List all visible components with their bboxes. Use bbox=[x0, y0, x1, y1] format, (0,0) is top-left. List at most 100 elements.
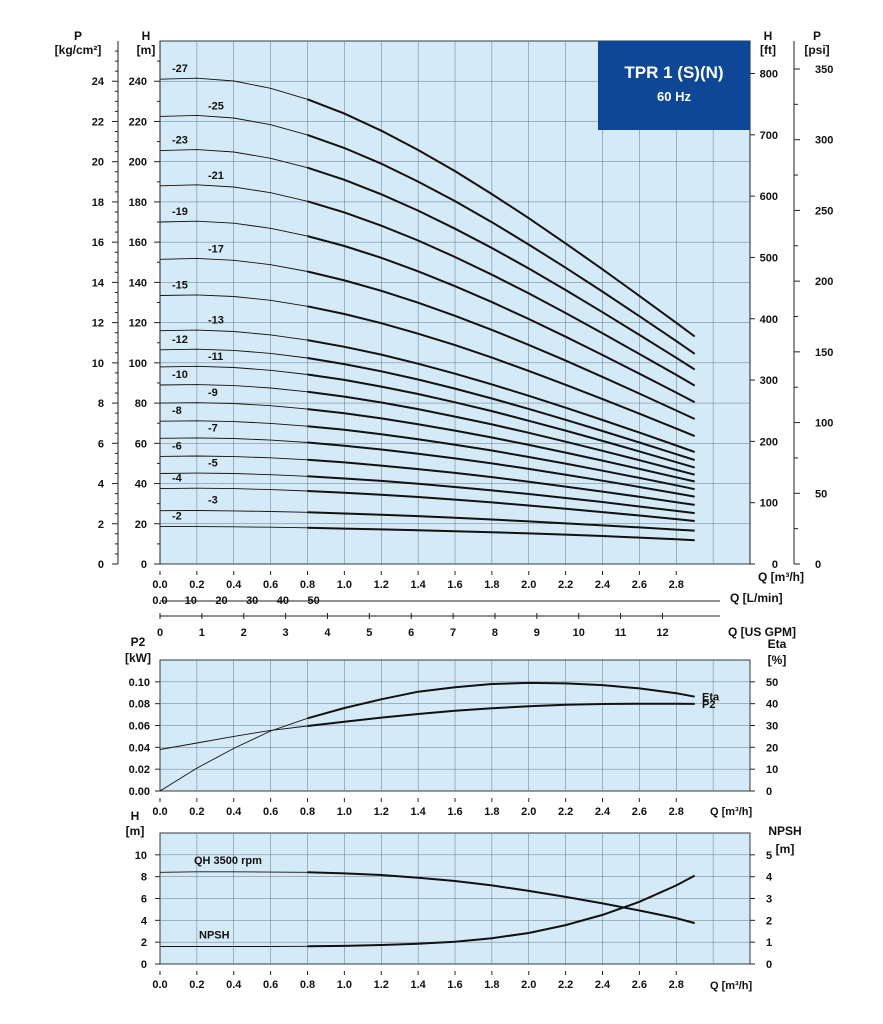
h-m-tick-label: 160 bbox=[129, 237, 147, 249]
h-ft-tick-label: 100 bbox=[760, 498, 778, 510]
head-curve-10-low-flow bbox=[159, 384, 308, 393]
curve-label-eta: Eta bbox=[702, 692, 720, 704]
npsh-h-tick-label: 0 bbox=[141, 959, 147, 971]
q-gpm-title: Q [US GPM] bbox=[728, 625, 796, 639]
head-curve-21 bbox=[159, 184, 696, 387]
q-lmin-tick-label: 40 bbox=[277, 595, 289, 607]
head-curve-7-low-flow bbox=[159, 437, 308, 443]
p2-unit: [kW] bbox=[125, 651, 151, 665]
p-kg-tick-label: 18 bbox=[92, 197, 104, 209]
npsh-axis: 0 1 2 3 4 5 bbox=[750, 850, 773, 971]
power-q-axis-label: 2.2 bbox=[558, 806, 573, 818]
head-curve-7 bbox=[159, 437, 695, 498]
p-kg-tick-label: 22 bbox=[92, 116, 104, 128]
curve-p2-low-flow bbox=[159, 725, 308, 750]
head-curve-label: -13 bbox=[208, 315, 224, 327]
p-psi-tick-label: 100 bbox=[815, 418, 833, 430]
npsh-h-tick-label: 8 bbox=[141, 872, 147, 884]
head-curve-19-low-flow bbox=[159, 220, 308, 237]
npsh-tick-label: 2 bbox=[766, 915, 772, 927]
curve-p2 bbox=[159, 702, 695, 750]
head-curve-19 bbox=[159, 220, 696, 404]
h-m-tick-label: 220 bbox=[129, 116, 147, 128]
npsh-tick-label: 1 bbox=[766, 937, 772, 949]
h-ft-tick-label: 700 bbox=[760, 130, 778, 142]
q-lmin-tick-label: 20 bbox=[215, 595, 227, 607]
head-curve-4-operating bbox=[307, 490, 695, 522]
eta-title: Eta bbox=[768, 637, 787, 651]
head-curve-25-operating bbox=[307, 133, 696, 355]
h-m-tick-label: 80 bbox=[135, 398, 147, 410]
head-curve-10 bbox=[159, 384, 695, 476]
title-box: TPR 1 (S)(N) 60 Hz bbox=[598, 41, 750, 130]
curve-npsh-operating bbox=[307, 874, 696, 948]
head-curve-25 bbox=[159, 114, 696, 355]
head-curve-12-low-flow bbox=[159, 348, 308, 359]
npsh-grid bbox=[160, 833, 750, 964]
h-ft-tick-label: 0 bbox=[772, 559, 778, 571]
h-ft-tick-label: 400 bbox=[760, 314, 778, 326]
head-curve-label: -3 bbox=[208, 495, 218, 507]
head-curve-21-low-flow bbox=[159, 184, 308, 202]
p-kg-tick-label: 16 bbox=[92, 237, 104, 249]
head-curve-8 bbox=[159, 420, 695, 491]
p-psi-tick-label: 150 bbox=[815, 347, 833, 359]
head-curve-4 bbox=[159, 487, 695, 522]
eta-tick-label: 40 bbox=[766, 699, 778, 711]
head-curve-27-low-flow bbox=[159, 77, 308, 100]
q-gpm-tick-label: 8 bbox=[492, 627, 498, 639]
head-curve-10-operating bbox=[307, 390, 695, 476]
h-m-axis: 0 20 40 60 80 100 120 140 160 180 200 220 240 bbox=[129, 60, 160, 571]
head-curve-6-operating bbox=[307, 458, 695, 506]
head-curve-12-operating bbox=[307, 357, 696, 461]
p2-title: P2 bbox=[131, 635, 146, 649]
head-curve-5-low-flow bbox=[159, 472, 308, 477]
head-curve-2 bbox=[160, 526, 695, 542]
eta-tick-label: 50 bbox=[766, 677, 778, 689]
q-lmin-title: Q [L/min] bbox=[730, 591, 783, 605]
curve-label-qh: QH 3500 rpm bbox=[194, 855, 262, 867]
head-curve-8-operating bbox=[307, 425, 695, 491]
head-curve-4-low-flow bbox=[159, 487, 308, 492]
power-q-axis-label: 0.8 bbox=[300, 806, 315, 818]
h-m-tick-label: 0 bbox=[141, 559, 147, 571]
npsh-tick-label: 3 bbox=[766, 894, 772, 906]
curve-label-p2: P2 bbox=[702, 699, 715, 711]
power-q-axis-label: 1.0 bbox=[337, 806, 352, 818]
eta-tick-label: 30 bbox=[766, 721, 778, 733]
q-m3h-axis-label: 1.2 bbox=[374, 579, 389, 591]
npsh-q-axis-label: 1.0 bbox=[337, 979, 352, 991]
q-m3h-axis-label: 1.6 bbox=[447, 579, 462, 591]
head-curve-9-low-flow bbox=[159, 402, 308, 410]
p-axis-title: P bbox=[74, 29, 82, 43]
p2-tick-label: 0.00 bbox=[129, 786, 150, 798]
q-lmin-tick-label: 30 bbox=[246, 595, 258, 607]
h-ft-tick-label: 300 bbox=[760, 375, 778, 387]
h-m-tick-label: 20 bbox=[135, 519, 147, 531]
npsh-tick-label: 5 bbox=[766, 850, 772, 862]
head-curve-6 bbox=[159, 455, 695, 506]
q-m3h-axis-label: 0.2 bbox=[189, 579, 204, 591]
head-curve-11 bbox=[159, 365, 695, 469]
curve-npsh bbox=[160, 874, 696, 948]
npsh-q-axis-label: 0.2 bbox=[189, 979, 204, 991]
head-curve-17-operating bbox=[307, 270, 696, 420]
h-axis-title: H bbox=[142, 29, 151, 43]
head-curve-label: -12 bbox=[172, 334, 188, 346]
q-m3h-axis-label: 0.6 bbox=[263, 579, 278, 591]
q-gpm-tick-label: 5 bbox=[366, 627, 372, 639]
q-m3h-axis-label: 2.4 bbox=[595, 579, 611, 591]
head-curve-13-operating bbox=[307, 339, 696, 453]
head-curve-17 bbox=[159, 257, 696, 420]
p-kg-tick-label: 20 bbox=[92, 157, 104, 169]
head-curve-label: -21 bbox=[208, 170, 224, 182]
p-psi-tick-label: 50 bbox=[815, 488, 827, 500]
head-curve-6-low-flow bbox=[159, 455, 308, 461]
q-gpm-tick-label: 11 bbox=[615, 627, 627, 639]
eta-tick-label: 0 bbox=[766, 786, 772, 798]
npsh-q-axis-label: 2.4 bbox=[595, 979, 611, 991]
h-ft-unit: [ft] bbox=[760, 43, 776, 57]
curve-label-npsh: NPSH bbox=[199, 930, 230, 942]
npsh-q-axis-label: 2.8 bbox=[669, 979, 684, 991]
p-psi-tick-label: 0 bbox=[815, 559, 821, 571]
